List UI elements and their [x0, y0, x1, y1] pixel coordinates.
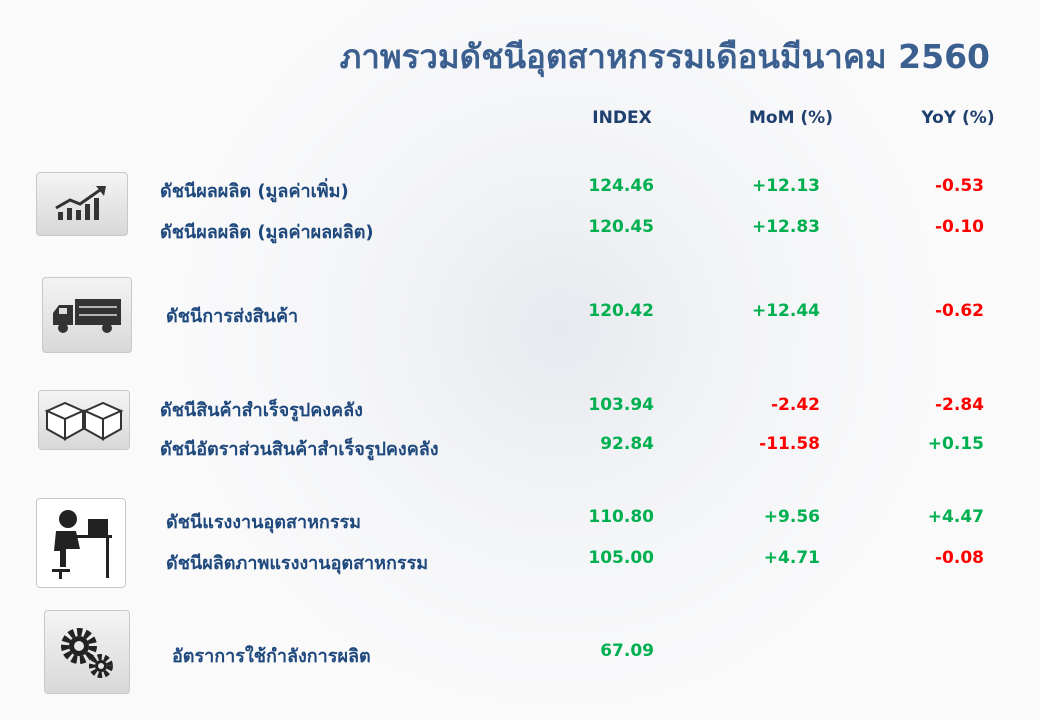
yoy-value: +0.15 [927, 434, 984, 454]
worker-at-desk-icon [36, 498, 126, 588]
yoy-value: -0.62 [935, 301, 984, 321]
mom-value: +12.83 [751, 217, 820, 237]
header-mom: MoM (%) [748, 108, 833, 128]
row-label: ดัชนีผลผลิต (มูลค่าเพิ่ม) [160, 181, 349, 202]
index-value: 120.45 [588, 217, 654, 237]
gears-icon [44, 610, 130, 694]
row-label: ดัชนีอัตราส่วนสินค้าสำเร็จรูปคงคลัง [160, 439, 439, 460]
index-value: 92.84 [600, 434, 654, 454]
mom-value: -11.58 [759, 434, 820, 454]
trending-up-chart-icon [36, 172, 128, 236]
yoy-value: -0.08 [935, 548, 984, 568]
mom-value: +12.13 [751, 176, 820, 196]
mom-value: +9.56 [763, 507, 820, 527]
yoy-value: +4.47 [927, 507, 984, 527]
row-label: ดัชนีแรงงานอุตสาหกรรม [166, 512, 362, 533]
yoy-value: -0.53 [935, 176, 984, 196]
page-title: ภาพรวมดัชนีอุตสาหกรรมเดือนมีนาคม 2560 [339, 37, 990, 76]
mom-value: +4.71 [763, 548, 820, 568]
mom-value: -2.42 [771, 395, 820, 415]
index-value: 120.42 [588, 301, 654, 321]
row-label: ดัชนีการส่งสินค้า [166, 306, 299, 327]
index-value: 110.80 [588, 507, 654, 527]
yoy-value: -2.84 [935, 395, 984, 415]
index-value: 105.00 [588, 548, 654, 568]
boxes-icon [38, 390, 130, 450]
row-label: ดัชนีผลิตภาพแรงงานอุตสาหกรรม [166, 553, 429, 574]
header-index: INDEX [592, 108, 652, 128]
header-yoy: YoY (%) [921, 108, 995, 128]
row-label: อัตราการใช้กำลังการผลิต [172, 646, 371, 667]
index-value: 67.09 [600, 641, 654, 661]
index-value: 124.46 [588, 176, 654, 196]
mom-value: +12.44 [751, 301, 820, 321]
delivery-truck-icon [42, 277, 132, 353]
row-label: ดัชนีผลผลิต (มูลค่าผลผลิต) [160, 222, 374, 243]
row-label: ดัชนีสินค้าสำเร็จรูปคงคลัง [160, 400, 363, 421]
yoy-value: -0.10 [935, 217, 984, 237]
index-value: 103.94 [588, 395, 654, 415]
